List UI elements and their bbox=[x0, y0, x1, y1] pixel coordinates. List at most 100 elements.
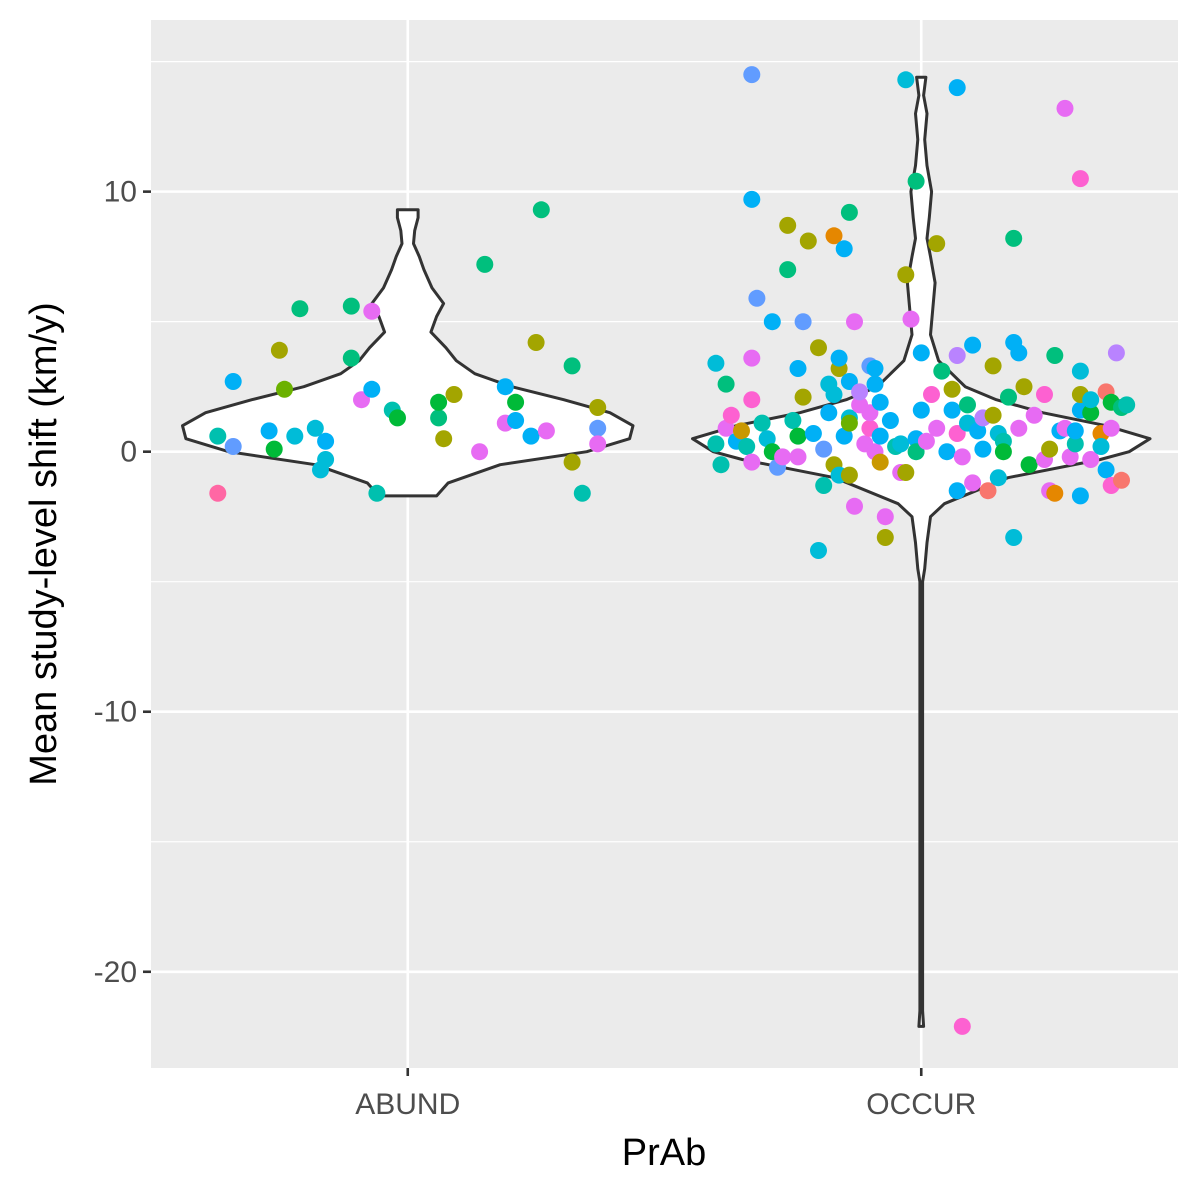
data-point bbox=[846, 313, 863, 331]
data-point bbox=[897, 464, 915, 481]
data-point bbox=[1010, 419, 1028, 437]
data-point bbox=[810, 339, 827, 357]
data-point bbox=[712, 456, 730, 474]
data-point bbox=[522, 427, 540, 445]
data-point bbox=[871, 393, 889, 411]
data-point bbox=[794, 388, 812, 406]
data-point bbox=[707, 435, 725, 453]
data-point bbox=[779, 261, 797, 279]
data-point bbox=[1107, 344, 1125, 362]
data-point bbox=[758, 430, 776, 448]
data-point bbox=[1113, 471, 1130, 489]
data-point bbox=[1082, 451, 1100, 468]
data-point bbox=[933, 362, 951, 380]
data-point bbox=[306, 419, 324, 437]
data-point bbox=[1071, 170, 1089, 188]
data-point bbox=[224, 438, 242, 455]
data-point bbox=[507, 393, 525, 411]
data-point bbox=[938, 443, 956, 461]
data-point bbox=[948, 347, 966, 364]
data-point bbox=[1082, 404, 1100, 422]
data-point bbox=[969, 422, 987, 440]
data-point bbox=[840, 373, 858, 390]
data-point bbox=[794, 313, 812, 331]
data-point bbox=[537, 422, 555, 440]
data-point bbox=[789, 360, 807, 377]
data-point bbox=[907, 172, 925, 190]
data-point bbox=[209, 484, 227, 502]
data-point bbox=[1046, 484, 1064, 502]
data-point bbox=[1015, 378, 1033, 396]
data-point bbox=[753, 414, 771, 432]
data-point bbox=[928, 419, 946, 437]
data-point bbox=[1005, 229, 1023, 247]
data-point bbox=[291, 300, 309, 318]
data-point bbox=[840, 466, 858, 484]
data-point bbox=[435, 430, 453, 448]
data-point bbox=[1092, 438, 1110, 455]
data-point bbox=[789, 427, 807, 445]
data-point bbox=[923, 386, 940, 403]
data-point bbox=[589, 419, 607, 437]
data-point bbox=[902, 310, 920, 328]
data-point bbox=[1061, 448, 1079, 466]
data-point bbox=[743, 453, 761, 471]
data-point bbox=[430, 409, 448, 427]
data-point bbox=[1066, 422, 1084, 440]
data-point bbox=[353, 391, 370, 409]
data-point bbox=[363, 302, 381, 320]
data-point bbox=[840, 414, 858, 432]
data-point bbox=[825, 227, 843, 245]
data-point bbox=[763, 313, 781, 331]
data-point bbox=[964, 474, 982, 492]
data-point bbox=[270, 341, 288, 359]
data-point bbox=[527, 334, 545, 351]
data-point bbox=[799, 232, 817, 250]
data-point bbox=[743, 190, 761, 208]
data-point bbox=[892, 435, 910, 453]
data-point bbox=[876, 529, 894, 546]
data-point bbox=[507, 412, 525, 429]
data-point bbox=[260, 422, 278, 440]
data-point bbox=[707, 354, 725, 372]
data-point bbox=[871, 427, 889, 445]
data-point bbox=[209, 427, 227, 445]
data-point bbox=[897, 71, 915, 89]
data-point bbox=[430, 393, 448, 411]
data-point bbox=[779, 216, 797, 234]
data-point bbox=[1118, 396, 1136, 414]
data-point bbox=[1102, 419, 1120, 437]
data-point bbox=[866, 375, 884, 393]
data-point bbox=[743, 391, 761, 409]
x-axis: ABUND OCCUR bbox=[355, 1068, 976, 1121]
data-point bbox=[286, 427, 304, 445]
data-point bbox=[717, 375, 735, 393]
data-point bbox=[733, 422, 750, 440]
data-point bbox=[342, 297, 360, 315]
data-point bbox=[907, 443, 925, 461]
data-point bbox=[748, 289, 766, 307]
data-point bbox=[897, 266, 915, 284]
data-point bbox=[717, 419, 735, 437]
data-point bbox=[496, 378, 514, 396]
data-point bbox=[948, 79, 966, 97]
y-tick-label: -10 bbox=[94, 696, 137, 729]
data-point bbox=[532, 201, 550, 219]
data-point bbox=[943, 380, 961, 398]
data-point bbox=[804, 425, 822, 442]
data-point bbox=[846, 497, 863, 515]
y-tick-label: -20 bbox=[94, 956, 137, 989]
data-point bbox=[1071, 487, 1089, 505]
data-point bbox=[1041, 440, 1059, 458]
panel-background bbox=[151, 20, 1178, 1068]
data-point bbox=[471, 443, 489, 461]
data-point bbox=[342, 349, 360, 367]
points bbox=[209, 66, 1136, 1035]
data-point bbox=[876, 508, 894, 526]
data-point bbox=[1046, 347, 1064, 364]
data-point bbox=[989, 469, 1007, 487]
data-point bbox=[953, 1017, 971, 1035]
data-point bbox=[984, 406, 1002, 424]
